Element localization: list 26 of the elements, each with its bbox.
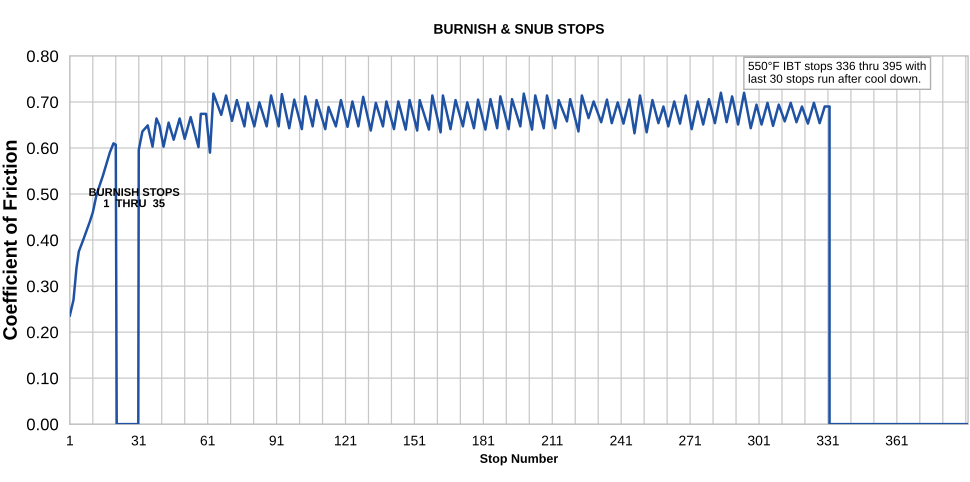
- x-tick-label: 331: [816, 436, 839, 446]
- annotation: 550°F IBT stops 336 thru 395 with last 30 stops run after cool down.: [748, 61, 926, 86]
- x-tick-label: 271: [679, 436, 702, 446]
- y-tick-label: 0.40: [26, 234, 58, 246]
- x-tick-label: 181: [472, 436, 494, 446]
- y-tick-label: 0.70: [26, 96, 58, 108]
- y-axis-title: Coefficient of Friction: [2, 140, 17, 340]
- x-tick-label: 151: [404, 436, 426, 446]
- x-tick-label: 121: [334, 436, 356, 446]
- x-axis-title: Stop Number: [480, 454, 558, 466]
- y-tick-label: 0.80: [26, 50, 58, 62]
- y-tick-label: 0.10: [26, 372, 58, 384]
- x-tick-label: 1: [67, 436, 74, 446]
- x-tick-label: 31: [132, 436, 146, 446]
- y-tick-label: 0.00: [26, 418, 58, 430]
- x-tick-label: 211: [542, 436, 563, 446]
- x-tick-label: 361: [886, 436, 908, 446]
- x-tick-label: 241: [610, 436, 632, 446]
- y-tick-label: 0.20: [26, 326, 58, 338]
- x-tick-label: 91: [270, 436, 284, 446]
- chart-title: BURNISH & SNUB STOPS: [434, 24, 604, 34]
- y-tick-label: 0.30: [26, 280, 58, 292]
- x-tick-label: 61: [200, 436, 215, 446]
- y-tick-label: 0.50: [26, 188, 58, 200]
- y-tick-label: 0.60: [26, 142, 58, 154]
- x-tick-label: 301: [748, 436, 770, 446]
